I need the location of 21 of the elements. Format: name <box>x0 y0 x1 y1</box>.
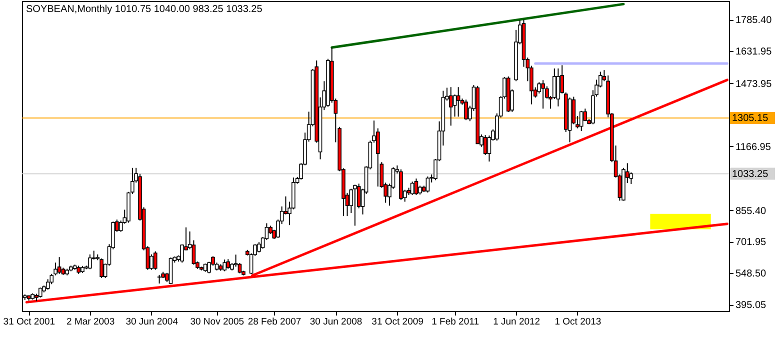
y-tick-label: 1785.40 <box>736 15 772 26</box>
y-tick-label: 1631.95 <box>736 46 772 58</box>
y-tick-label: 1473.95 <box>736 78 772 90</box>
ref-line-label: 1033.25 <box>732 168 769 180</box>
x-tick-label: 1 Jun 2012 <box>493 316 540 328</box>
x-tick-label: 28 Feb 2007 <box>248 316 302 328</box>
y-tick-label: 855.40 <box>736 206 767 217</box>
y-tick-label: 1166.95 <box>736 142 772 153</box>
x-tick-label: 30 Nov 2005 <box>190 316 244 328</box>
x-tick-label: 30 Jun 2008 <box>310 316 362 328</box>
x-tick-label: 2 Mar 2003 <box>66 316 115 328</box>
x-tick-label: 31 Oct 2009 <box>372 316 424 328</box>
y-tick-label: 701.95 <box>736 237 767 248</box>
y-tick-label: 548.50 <box>736 268 767 280</box>
x-tick-label: 31 Oct 2001 <box>3 316 56 328</box>
ref-line-label: 1305.15 <box>732 113 769 124</box>
x-tick-label: 1 Feb 2011 <box>432 316 479 328</box>
x-tick-label: 30 Jun 2004 <box>126 316 178 328</box>
y-tick-label: 395.05 <box>736 300 767 312</box>
chart-title: SOYBEAN,Monthly 1010.75 1040.00 983.25 1033.25 <box>26 4 263 15</box>
x-tick-label: 1 Oct 2013 <box>554 316 602 328</box>
